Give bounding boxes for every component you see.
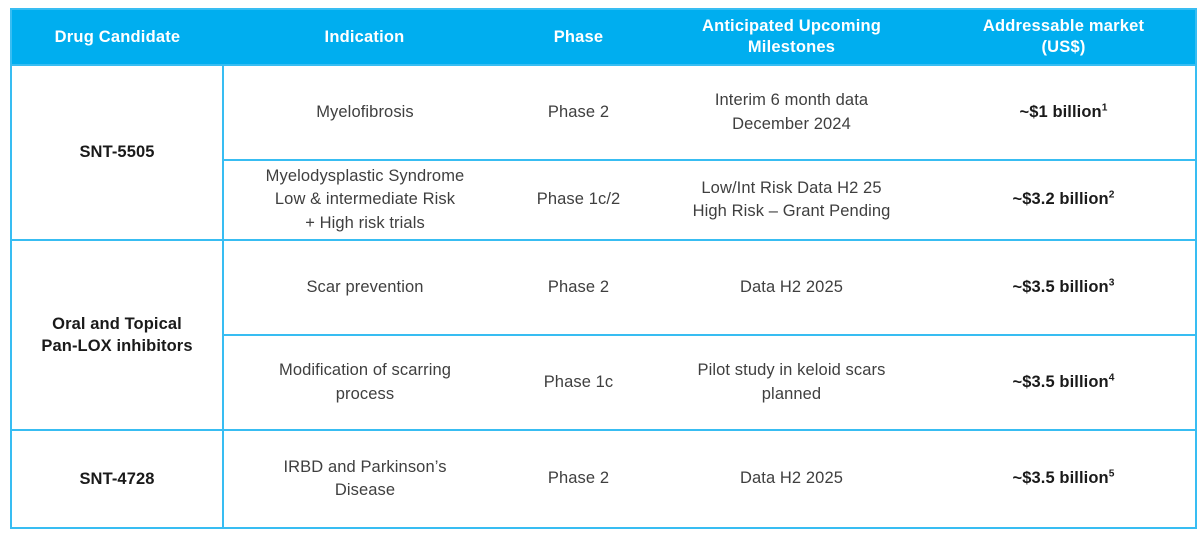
milestone-cell: Interim 6 month data December 2024 xyxy=(651,64,932,161)
phase-cell: Phase 1c/2 xyxy=(506,159,651,241)
phase-cell: Phase 2 xyxy=(506,239,651,336)
market-cell: ~$3.5 billion4 xyxy=(932,334,1196,431)
drug-pipeline-table: Drug Candidate Indication Phase Anticipa… xyxy=(10,8,1197,529)
market-cell: ~$3.5 billion5 xyxy=(932,429,1196,529)
market-value: ~$3.2 billion xyxy=(1012,190,1109,209)
table-row-snt5505-myelofibrosis: SNT-5505 Myelofibrosis Phase 2 Interim 6… xyxy=(11,64,1196,241)
phase-cell: Phase 2 xyxy=(506,64,651,161)
drug-candidate-cell-snt4728: SNT-4728 xyxy=(11,429,224,529)
phase-cell: Phase 1c xyxy=(506,334,651,431)
col-header-indication: Indication xyxy=(223,9,506,65)
table-row-snt5505-mds: Myelodysplastic Syndrome Low & intermedi… xyxy=(11,159,1196,241)
col-header-addressable-market: Addressable market (US$) xyxy=(932,9,1196,65)
market-footnote: 2 xyxy=(1108,189,1115,201)
col-header-milestones: Anticipated Upcoming Milestones xyxy=(651,9,932,65)
market-value: ~$3.5 billion xyxy=(1012,372,1109,391)
header-row: Drug Candidate Indication Phase Anticipa… xyxy=(11,9,1196,65)
market-value: ~$3.5 billion xyxy=(1012,277,1109,296)
market-cell: ~$3.5 billion3 xyxy=(932,239,1196,336)
market-value: ~$3.5 billion xyxy=(1012,469,1109,488)
market-footnote: 3 xyxy=(1108,277,1115,289)
table-row-panlox-scarring-modification: Modification of scarring process Phase 1… xyxy=(11,334,1196,431)
drug-candidate-cell-snt5505: SNT-5505 xyxy=(11,64,224,241)
market-footnote: 5 xyxy=(1108,468,1115,480)
col-header-phase: Phase xyxy=(506,9,651,65)
market-cell: ~$3.2 billion2 xyxy=(932,159,1196,241)
indication-cell: IRBD and Parkinson’s Disease xyxy=(223,429,506,529)
milestone-cell: Pilot study in keloid scars planned xyxy=(651,334,932,431)
col-header-drug-candidate: Drug Candidate xyxy=(11,9,223,65)
table-row-panlox-scar-prevention: Oral and Topical Pan-LOX inhibitors Scar… xyxy=(11,239,1196,431)
indication-cell: Myelodysplastic Syndrome Low & intermedi… xyxy=(223,159,506,241)
indication-cell: Myelofibrosis xyxy=(223,64,506,161)
phase-cell: Phase 2 xyxy=(506,429,651,529)
indication-cell: Scar prevention xyxy=(223,239,506,336)
milestone-cell: Data H2 2025 xyxy=(651,239,932,336)
drug-candidate-cell-panlox: Oral and Topical Pan-LOX inhibitors xyxy=(11,239,224,431)
milestone-cell: Data H2 2025 xyxy=(651,429,932,529)
market-value: ~$1 billion xyxy=(1019,102,1102,121)
indication-cell: Modification of scarring process xyxy=(223,334,506,431)
market-cell: ~$1 billion1 xyxy=(932,64,1196,161)
table-row-snt4728-irbd: SNT-4728 IRBD and Parkinson’s Disease Ph… xyxy=(11,429,1196,529)
milestone-cell: Low/Int Risk Data H2 25 High Risk – Gran… xyxy=(651,159,932,241)
market-footnote: 1 xyxy=(1101,102,1108,114)
market-footnote: 4 xyxy=(1108,372,1115,384)
